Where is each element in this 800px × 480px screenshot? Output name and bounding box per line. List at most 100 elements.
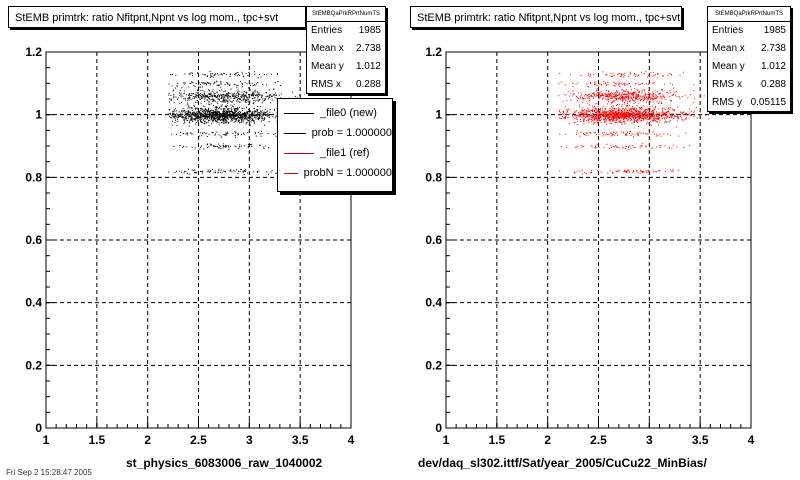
data-point bbox=[209, 94, 211, 96]
data-point bbox=[253, 113, 255, 115]
data-point bbox=[622, 131, 624, 133]
data-point bbox=[588, 122, 590, 124]
data-point bbox=[613, 96, 615, 98]
data-point bbox=[241, 95, 243, 97]
data-point bbox=[618, 73, 620, 74]
data-point bbox=[633, 107, 635, 109]
data-point bbox=[604, 93, 606, 95]
data-point bbox=[235, 121, 237, 123]
data-point bbox=[185, 117, 187, 119]
data-point bbox=[183, 90, 185, 92]
data-point bbox=[273, 89, 275, 91]
data-point bbox=[183, 83, 185, 85]
data-point bbox=[636, 132, 638, 134]
data-point bbox=[657, 135, 659, 137]
data-point bbox=[619, 114, 621, 116]
data-point bbox=[196, 102, 198, 104]
data-point bbox=[626, 110, 628, 112]
data-point bbox=[245, 115, 247, 117]
data-point bbox=[267, 173, 269, 175]
data-point bbox=[683, 147, 685, 148]
data-point bbox=[636, 117, 638, 118]
data-point bbox=[224, 116, 226, 118]
data-point bbox=[588, 109, 590, 111]
data-point bbox=[664, 145, 666, 147]
data-point bbox=[185, 113, 187, 115]
data-point bbox=[562, 113, 564, 115]
data-point bbox=[245, 99, 247, 101]
data-point bbox=[641, 120, 643, 122]
data-point bbox=[621, 116, 623, 118]
data-point bbox=[256, 83, 257, 85]
data-point bbox=[622, 121, 624, 123]
data-point bbox=[602, 98, 604, 100]
data-point bbox=[226, 119, 228, 121]
data-point bbox=[608, 118, 610, 120]
data-point bbox=[618, 94, 620, 96]
data-point bbox=[625, 117, 627, 119]
data-point bbox=[616, 146, 618, 148]
data-point bbox=[667, 74, 669, 76]
data-point bbox=[696, 117, 698, 119]
data-point bbox=[223, 96, 225, 98]
data-point bbox=[216, 120, 218, 122]
data-point bbox=[207, 117, 209, 118]
data-point bbox=[202, 82, 204, 84]
data-point bbox=[613, 118, 615, 120]
data-point bbox=[632, 93, 633, 95]
data-point bbox=[642, 118, 644, 120]
data-point bbox=[193, 118, 195, 120]
data-point bbox=[216, 107, 218, 108]
data-point bbox=[627, 91, 629, 93]
data-point bbox=[208, 125, 210, 126]
data-point bbox=[224, 146, 226, 148]
data-point bbox=[639, 110, 641, 112]
data-point bbox=[208, 114, 210, 116]
data-point bbox=[239, 171, 241, 173]
data-point bbox=[254, 114, 256, 116]
data-point bbox=[595, 117, 597, 119]
data-point bbox=[599, 96, 600, 98]
data-point bbox=[604, 121, 606, 123]
data-point bbox=[216, 122, 218, 124]
data-point bbox=[647, 98, 649, 100]
data-point bbox=[237, 85, 239, 87]
data-point bbox=[624, 116, 626, 118]
data-point bbox=[181, 111, 183, 112]
data-point bbox=[565, 114, 567, 116]
data-point bbox=[254, 100, 256, 102]
data-point bbox=[581, 169, 583, 171]
data-point bbox=[671, 113, 673, 115]
data-point bbox=[577, 170, 579, 172]
data-point bbox=[228, 94, 230, 96]
data-point bbox=[639, 117, 641, 119]
data-point bbox=[624, 109, 626, 111]
data-point bbox=[626, 114, 628, 116]
data-point bbox=[643, 112, 645, 114]
data-point bbox=[200, 107, 202, 109]
data-point bbox=[250, 117, 252, 119]
data-point bbox=[189, 107, 191, 109]
data-point bbox=[190, 83, 192, 84]
data-point bbox=[192, 93, 194, 95]
data-point bbox=[181, 109, 183, 111]
data-point bbox=[253, 84, 255, 85]
data-point bbox=[596, 143, 598, 145]
data-point bbox=[659, 133, 661, 135]
data-point bbox=[657, 96, 659, 98]
data-point bbox=[220, 98, 222, 100]
data-point bbox=[558, 95, 560, 97]
data-point bbox=[699, 111, 701, 113]
data-point bbox=[235, 73, 237, 74]
data-point bbox=[610, 101, 612, 103]
data-point bbox=[621, 93, 623, 95]
data-point bbox=[240, 97, 242, 99]
data-point bbox=[252, 119, 254, 121]
data-point bbox=[561, 146, 563, 147]
data-point bbox=[612, 75, 613, 77]
data-point bbox=[593, 92, 595, 94]
data-point bbox=[611, 109, 613, 111]
data-point bbox=[233, 119, 235, 121]
data-point bbox=[589, 114, 591, 116]
data-point bbox=[245, 114, 247, 116]
